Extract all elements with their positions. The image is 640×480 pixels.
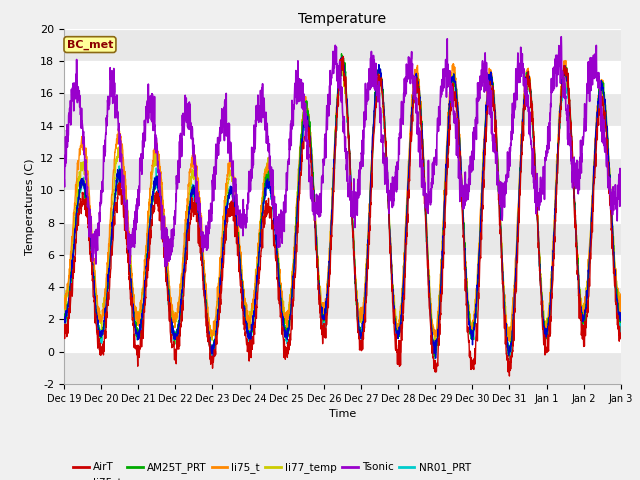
Tsonic xyxy=(216,132,223,138)
li75_t xyxy=(371,99,379,105)
NR01_PRT xyxy=(216,299,223,304)
NR01_PRT xyxy=(371,108,379,113)
Text: BC_met: BC_met xyxy=(67,39,113,50)
Tsonic xyxy=(359,144,367,149)
AM25T_PRT xyxy=(60,312,68,318)
AM25T_PRT xyxy=(431,353,438,359)
Legend: AirT, li75_t, AM25T_PRT, li75_t, li77_temp, Tsonic, NR01_PRT: AirT, li75_t, AM25T_PRT, li75_t, li77_te… xyxy=(69,458,475,480)
Bar xyxy=(64,287,621,319)
Tsonic xyxy=(504,174,512,180)
li75_t xyxy=(359,325,367,331)
NR01_PRT xyxy=(504,347,512,352)
li77_temp xyxy=(431,340,438,346)
Bar xyxy=(64,158,621,190)
AirT xyxy=(339,54,347,60)
NR01_PRT xyxy=(506,357,513,363)
Bar xyxy=(64,29,621,61)
Line: AirT: AirT xyxy=(64,57,621,376)
Bar xyxy=(64,352,621,384)
AirT xyxy=(359,347,367,352)
Bar xyxy=(64,223,621,255)
AirT xyxy=(584,310,591,316)
Tsonic xyxy=(568,179,576,185)
li77_temp xyxy=(216,275,223,280)
AM25T_PRT xyxy=(505,343,513,348)
li75_t xyxy=(617,310,625,315)
Tsonic xyxy=(557,34,565,40)
li75_t xyxy=(60,316,68,322)
AM25T_PRT xyxy=(617,318,625,324)
AirT xyxy=(568,139,576,144)
li75_t xyxy=(359,316,367,322)
AirT xyxy=(216,314,223,320)
NR01_PRT xyxy=(359,326,367,332)
Line: NR01_PRT: NR01_PRT xyxy=(64,60,621,360)
AM25T_PRT xyxy=(359,327,367,333)
li75_t xyxy=(584,278,591,284)
li75_t xyxy=(504,335,512,341)
li75_t xyxy=(505,353,513,359)
li77_temp xyxy=(505,330,513,336)
Tsonic xyxy=(161,264,169,269)
Bar xyxy=(64,94,621,126)
NR01_PRT xyxy=(568,145,576,151)
AM25T_PRT xyxy=(371,99,379,105)
Line: Tsonic: Tsonic xyxy=(64,37,621,266)
li75_t xyxy=(60,305,68,311)
Tsonic xyxy=(617,198,625,204)
li75_t xyxy=(338,54,346,60)
X-axis label: Time: Time xyxy=(329,409,356,419)
Tsonic xyxy=(371,71,379,76)
AM25T_PRT xyxy=(216,295,223,301)
Line: li77_temp: li77_temp xyxy=(64,65,621,343)
li75_t xyxy=(617,291,625,297)
Line: AM25T_PRT: AM25T_PRT xyxy=(64,54,621,356)
NR01_PRT xyxy=(60,321,68,327)
Title: Temperature: Temperature xyxy=(298,12,387,26)
AirT xyxy=(60,334,68,340)
li77_temp xyxy=(617,297,625,302)
li75_t xyxy=(505,337,513,343)
li75_t xyxy=(568,148,576,154)
NR01_PRT xyxy=(584,293,591,299)
AirT xyxy=(617,336,625,342)
AM25T_PRT xyxy=(338,51,346,57)
li77_temp xyxy=(359,315,367,321)
li77_temp xyxy=(371,108,379,114)
NR01_PRT xyxy=(338,57,346,63)
AM25T_PRT xyxy=(584,290,591,296)
AM25T_PRT xyxy=(568,144,576,149)
li77_temp xyxy=(568,145,576,151)
li75_t xyxy=(216,295,223,301)
li77_temp xyxy=(339,62,346,68)
li77_temp xyxy=(60,299,68,304)
Line: li75_t: li75_t xyxy=(64,57,621,358)
li75_t xyxy=(338,57,346,62)
Tsonic xyxy=(584,90,591,96)
AirT xyxy=(371,117,379,123)
li75_t xyxy=(568,154,576,159)
AirT xyxy=(504,356,512,362)
li75_t xyxy=(216,276,223,282)
Y-axis label: Temperatures (C): Temperatures (C) xyxy=(24,158,35,255)
Line: li75_t: li75_t xyxy=(64,60,621,340)
AirT xyxy=(506,373,513,379)
li75_t xyxy=(584,288,591,294)
Tsonic xyxy=(60,179,68,185)
li77_temp xyxy=(584,280,591,286)
li75_t xyxy=(432,355,440,361)
NR01_PRT xyxy=(617,330,625,336)
li75_t xyxy=(371,101,379,107)
